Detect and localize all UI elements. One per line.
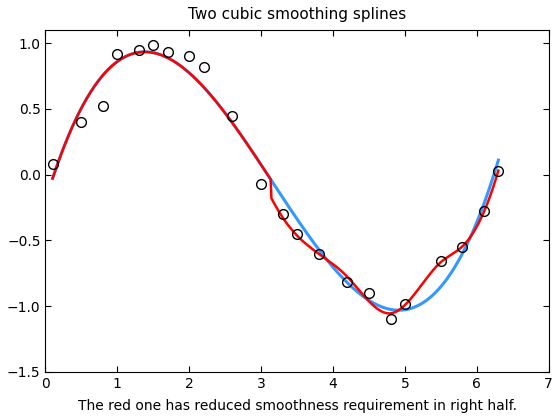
Title: Two cubic smoothing splines: Two cubic smoothing splines (188, 7, 406, 22)
X-axis label: The red one has reduced smoothness requirement in right half.: The red one has reduced smoothness requi… (77, 399, 516, 413)
